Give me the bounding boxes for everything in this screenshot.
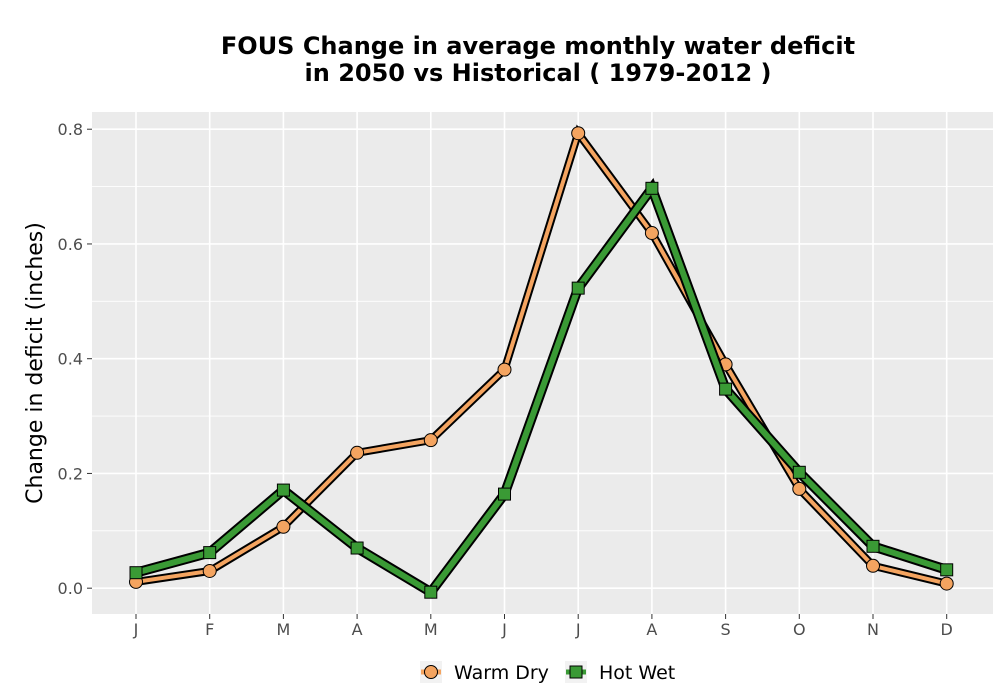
data-point [792,465,806,479]
series-0 [129,124,954,591]
data-point [940,563,954,577]
legend-item[interactable]: Hot Wet [565,661,675,684]
series-layer [129,124,954,599]
data-point [792,481,807,496]
data-point [866,558,880,573]
x-tick-label: S [721,620,731,639]
data-point [276,483,290,497]
series-1 [129,177,954,599]
data-point [571,281,585,295]
legend-label: Warm Dry [454,662,549,684]
x-tick-label: M [424,620,438,639]
axes: 0.0 0.2 0.4 0.6 0.8 J F M A M J J A S O N D [58,120,953,639]
data-point [645,181,659,195]
data-point [866,539,880,553]
x-tick-label: J [575,620,581,639]
y-tick-label: 0.2 [58,464,83,483]
data-point [571,126,586,141]
data-point [424,585,438,599]
data-point [202,563,217,578]
x-tick-label: M [276,620,290,639]
legend-marker [569,665,583,679]
data-point [423,433,438,448]
y-tick-label: 0.0 [58,579,83,598]
legend[interactable]: Warm Dry Hot Wet [420,661,675,684]
x-tick-label: A [646,620,657,639]
data-point [129,566,143,580]
x-tick-label: J [501,620,507,639]
x-tick-label: O [793,620,806,639]
x-tick-label: F [205,620,214,639]
data-point [350,541,364,555]
data-point [644,226,659,241]
series-line [135,182,948,597]
x-tick-label: J [133,620,139,639]
x-tick-label: N [867,620,879,639]
chart-title-line-2: in 2050 vs Historical ( 1979-2012 ) [305,59,772,87]
chart-title-line-1: FOUS Change in average monthly water def… [221,32,855,60]
y-axis-title: Change in deficit (inches) [23,222,48,504]
x-tick-label: D [941,620,953,639]
series-line [135,128,948,586]
x-tick-label: A [352,620,363,639]
data-point [719,382,733,396]
data-point [350,445,365,460]
data-point [497,362,512,377]
data-point [276,519,291,534]
legend-marker [424,665,438,679]
y-tick-label: 0.4 [58,350,83,369]
data-point [939,576,954,591]
y-tick-label: 0.6 [58,235,83,254]
legend-label: Hot Wet [599,662,675,684]
y-tick-label: 0.8 [58,120,83,139]
legend-item[interactable]: Warm Dry [420,661,549,684]
data-point [498,487,511,501]
data-point [203,546,217,560]
